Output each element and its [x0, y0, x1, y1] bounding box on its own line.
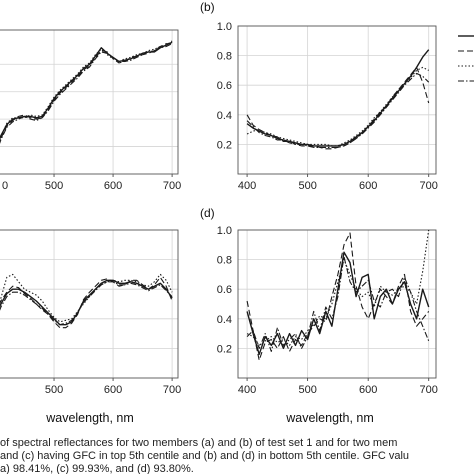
series-line-dotted [0, 40, 173, 142]
plot-frame [237, 25, 437, 175]
y-tick-label: 0.6 [217, 80, 232, 92]
legend [458, 35, 474, 82]
x-tick-label: 600 [104, 384, 122, 396]
x-tick-label: 500 [45, 180, 63, 192]
x-tick-label: 700 [420, 384, 438, 396]
x-tick-label: 0 [2, 180, 8, 192]
x-tick-label: 700 [420, 180, 438, 192]
series-line-dashed [0, 43, 173, 143]
plot-frame [0, 229, 179, 379]
caption-line-1: of spectral reflectances for two members… [0, 437, 398, 449]
y-tick-label: 0.8 [217, 255, 232, 267]
caption-line-2: and (c) having GFC in top 5th centile an… [0, 450, 410, 462]
y-tick-label: 0.4 [217, 314, 232, 326]
panel-b-plot: 400 500 600 700 0.2 0.4 0.6 0.8 1.0 [217, 21, 438, 192]
y-tick-label: 0.2 [217, 139, 232, 151]
caption-line-3: a) 98.41%, (c) 99.93%, and (d) 93.80%. [0, 463, 194, 474]
y-tick-label: 1.0 [217, 225, 232, 237]
x-tick-label: 500 [298, 384, 316, 396]
x-tick-label: 700 [163, 180, 181, 192]
panel-c-plot: 500 600 700 [0, 229, 181, 396]
series-line-dashdot [0, 281, 173, 326]
x-tick-label: 600 [104, 180, 122, 192]
series-line-dashed [0, 276, 173, 329]
plot-frame [0, 29, 179, 175]
y-tick-label: 1.0 [217, 21, 232, 33]
series-line-dashed [246, 66, 430, 150]
series-line-dashed [246, 232, 430, 361]
plot-frame [237, 229, 437, 379]
panel-label-d: (d) [200, 206, 215, 220]
series-line-dashdot [246, 256, 430, 352]
figure-caption: of spectral reflectances for two members… [0, 436, 474, 474]
x-tick-label: 700 [163, 384, 181, 396]
series-line-solid [0, 41, 173, 141]
series-line-solid [246, 49, 430, 147]
x-tick-label: 400 [238, 180, 256, 192]
x-tick-label: 500 [298, 180, 316, 192]
x-tick-label: 400 [238, 384, 256, 396]
y-tick-label: 0.8 [217, 51, 232, 63]
y-tick-label: 0.6 [217, 284, 232, 296]
x-tick-label: 600 [359, 180, 377, 192]
y-tick-label: 0.4 [217, 110, 232, 122]
x-axis-label-left: wavelength, nm [45, 411, 134, 425]
series-line-dashdot [0, 43, 173, 144]
x-axis-label-right: wavelength, nm [285, 411, 374, 425]
figure-canvas: 500 600 700 0 400 500 600 700 0.2 0.4 0.6 0.8 1.0 5… [0, 0, 474, 425]
panel-d-plot: 400 500 600 700 0.2 0.4 0.6 0.8 1.0 [217, 225, 438, 396]
series-line-dotted [246, 66, 429, 147]
y-tick-label: 0.2 [217, 343, 232, 355]
series-line-dashdot [246, 72, 430, 148]
panel-a-plot: 500 600 700 0 [0, 29, 181, 192]
x-tick-label: 600 [359, 384, 377, 396]
panel-label-b: (b) [200, 0, 215, 14]
series-line-solid [0, 279, 173, 326]
x-tick-label: 500 [45, 384, 63, 396]
series-line-solid [246, 251, 430, 355]
